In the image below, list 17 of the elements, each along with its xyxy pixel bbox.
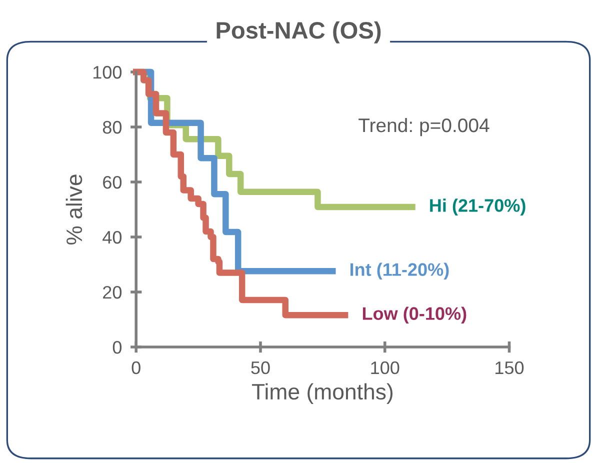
x-tick-label: 50 [251, 361, 270, 374]
annotation: Trend: p=0.004 [358, 118, 490, 136]
y-tick-label: 60 [103, 176, 122, 189]
y-tick-label: 100 [93, 66, 122, 79]
y-tick-label: 0 [112, 340, 122, 354]
series-label: Low (0-10%) [362, 306, 466, 324]
x-tick-label: 150 [496, 361, 524, 374]
x-tick-label: 100 [371, 361, 400, 374]
y-tick-label: 20 [103, 286, 122, 299]
series-label: Int (11-20%) [350, 262, 449, 280]
chart-title: Post-NAC (OS) [216, 21, 381, 44]
x-tick-label: 0 [132, 361, 140, 374]
y-tick-label: 80 [102, 120, 122, 134]
y-tick-label: 40 [102, 230, 122, 244]
series-label: Hi (21-70%) [430, 198, 526, 216]
x-axis-title: Time (months) [252, 383, 392, 404]
y-axis-title: % alive [66, 174, 82, 245]
